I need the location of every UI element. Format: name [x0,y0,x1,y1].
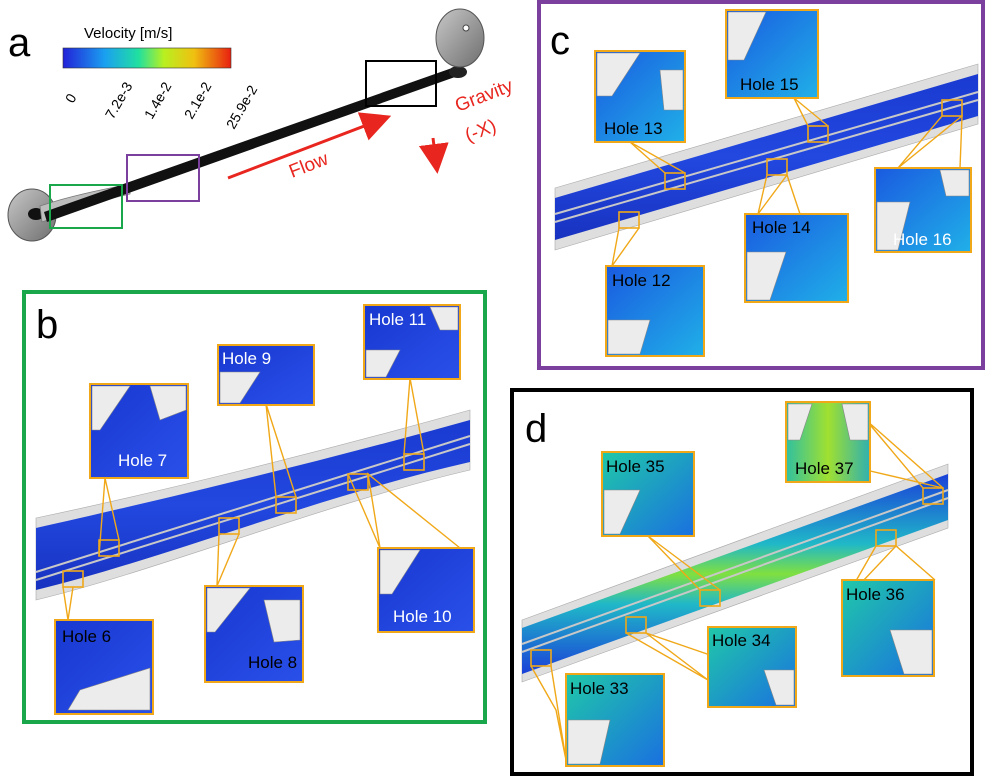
hole-9-marker [275,496,297,514]
panel-c-letter: c [550,19,570,63]
zoom-box-black [365,60,437,107]
hole-35-label: Hole 35 [606,457,665,476]
outlet-vent [462,24,470,32]
hole-34-leader [625,632,711,681]
outlet-port [449,66,467,78]
hole-35-marker [699,589,721,607]
panel-c: c Hole 12 Hole [537,0,985,370]
hole-12-inset: Hole 12 [605,265,705,357]
hole-36-leader [844,545,936,601]
hole-14-label: Hole 14 [752,218,811,237]
zoom-box-green [49,184,123,229]
channel-flow-c [555,74,978,240]
inlet-port [28,208,44,220]
panel-d: d Hole 33 Hole 34 [510,388,974,776]
hole-9-label: Hole 9 [222,349,271,368]
hole-37-leader [865,419,944,489]
gravity-direction: (-X) [462,116,499,147]
panel-a-letter: a [8,21,31,65]
hole-35-inset: Hole 35 [601,451,695,537]
hole-16-label: Hole 16 [893,230,952,249]
hole-13-inset: Hole 13 [594,50,686,143]
hole-8-marker [218,517,240,535]
panel-b: b Hole 6 [22,290,487,724]
flow-arrow [227,112,392,180]
hole-36-marker [875,529,897,547]
hole-34-label: Hole 34 [712,631,771,650]
hole-9-inset: Hole 9 [217,344,315,406]
hole-7-label: Hole 7 [118,451,167,470]
legend-title: Velocity [m/s] [84,25,172,42]
hole-33-leader [530,665,567,761]
inner-rail-upper-b [35,435,471,573]
legend-colorbar [62,47,232,69]
hole-13-label: Hole 13 [604,119,663,138]
hole-11-inset: Hole 11 [363,304,461,380]
hole-15-inset: Hole 15 [725,9,819,99]
velocity-legend: Velocity [m/s] 0 7.2e-3 1.4e-2 2.1e-2 25… [62,25,261,132]
hole-16-marker [941,99,963,117]
hole-14-leader [757,173,801,215]
hole-12-marker [618,211,640,229]
inner-rail-upper-c [554,91,979,215]
legend-tick-2: 1.4e-2 [141,79,175,122]
hole-16-leader [897,114,963,169]
hole-37-marker [922,487,944,505]
hole-7-inset: Hole 7 [89,383,189,479]
hole-6-inset: Hole 6 [54,619,154,715]
zoom-box-purple [126,154,200,202]
legend-tick-4: 25.9e-2 [223,82,261,131]
inner-rail-lower-d [521,497,949,653]
hole-11-marker [403,453,425,471]
hole-36-label: Hole 36 [846,585,905,604]
hole-15-marker [807,125,829,143]
hole-8-label: Hole 8 [248,653,297,672]
hole-37-label: Hole 37 [795,459,854,478]
hole-37-inset: Hole 37 [785,401,871,483]
panel-d-letter: d [525,407,547,451]
hole-16-inset: Hole 16 [874,167,972,253]
hole-36-inset: Hole 36 [841,579,935,677]
legend-tick-3: 2.1e-2 [181,79,215,122]
hole-10-label: Hole 10 [393,607,452,626]
hole-10-inset: Hole 10 [377,547,475,633]
hole-14-marker [766,158,788,176]
hole-12-label: Hole 12 [612,271,671,290]
inner-rail-upper-d [521,489,949,645]
hole-13-marker [664,172,686,190]
legend-tick-1: 7.2e-3 [102,79,136,122]
hole-8-inset: Hole 8 [204,585,304,683]
device-geometry [7,8,485,242]
hole-6-label: Hole 6 [62,627,111,646]
hole-15-label: Hole 15 [740,75,799,94]
hole-34-marker [625,616,647,634]
inner-rail-lower-b [35,443,471,581]
legend-tick-0: 0 [62,91,80,106]
gravity-arrow [418,137,449,174]
panel-a: a Velocity [m/s] 0 7.2e-3 1.4e-2 2.1e-2 … [7,8,516,242]
hole-34-inset: Hole 34 [707,626,797,708]
hole-10-marker [347,473,369,491]
hole-33-inset: Hole 33 [565,673,665,767]
panel-b-letter: b [36,303,58,347]
hole-33-label: Hole 33 [570,679,629,698]
hole-14-inset: Hole 14 [744,213,849,303]
hole-33-marker [530,649,552,667]
hole-10-leader [347,472,461,549]
hole-11-label: Hole 11 [369,310,426,329]
outlet-reservoir [435,8,485,68]
gravity-label: Gravity [452,75,516,116]
main-channel [44,68,455,222]
